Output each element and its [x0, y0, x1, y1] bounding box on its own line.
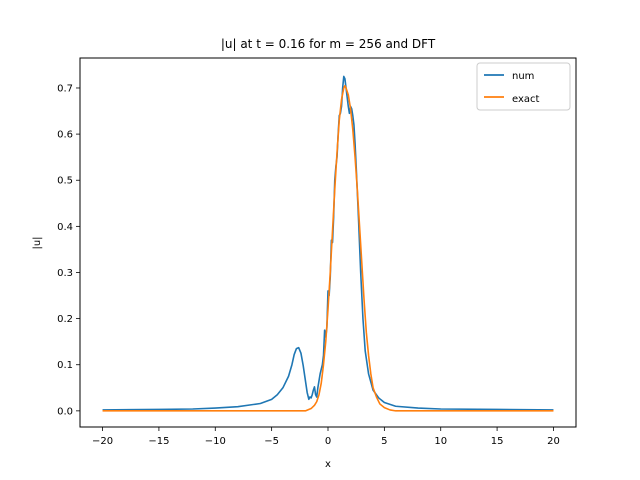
series-layer [102, 75, 554, 412]
y-tick-label: 0.1 [57, 360, 73, 371]
x-tick-label: 20 [547, 436, 560, 447]
y-tick-label: 0.3 [57, 268, 73, 279]
x-tick-label: 5 [381, 436, 387, 447]
y-tick-label: 0.4 [57, 222, 73, 233]
x-tick-label: −20 [92, 436, 113, 447]
x-tick-label: 0 [325, 436, 331, 447]
y-axis-label: |u| [32, 236, 43, 249]
y-tick-label: 0.6 [57, 130, 73, 141]
x-tick-label: 15 [491, 436, 504, 447]
x-axis-label: x [325, 459, 331, 470]
y-tick-label: 0.0 [57, 406, 73, 417]
series-line-exact [102, 84, 554, 412]
plot-area: −20 −15 −10 −5 0 5 10 15 20 0.00.10.20.30.40.50.… [57, 57, 577, 447]
y-tick-label: 0.5 [57, 176, 73, 187]
x-tick-label: 10 [434, 436, 447, 447]
legend-label-num: num [512, 71, 534, 82]
y-tick-label: 0.2 [57, 314, 73, 325]
legend-label-exact: exact [512, 94, 540, 105]
x-tick-label: −5 [264, 436, 279, 447]
x-axis-ticks: −20 −15 −10 −5 0 5 10 15 20 [92, 427, 560, 447]
chart-title: |u| at t = 0.16 for m = 256 and DFT [221, 37, 436, 51]
x-tick-label: −10 [205, 436, 226, 447]
y-tick-label: 0.7 [57, 83, 73, 94]
y-axis-ticks: 0.0 0.1 0.2 0.3 0.4 0.5 0.6 0.7 [57, 83, 80, 417]
x-tick-label: −15 [148, 436, 169, 447]
legend: num exact [476, 62, 571, 111]
